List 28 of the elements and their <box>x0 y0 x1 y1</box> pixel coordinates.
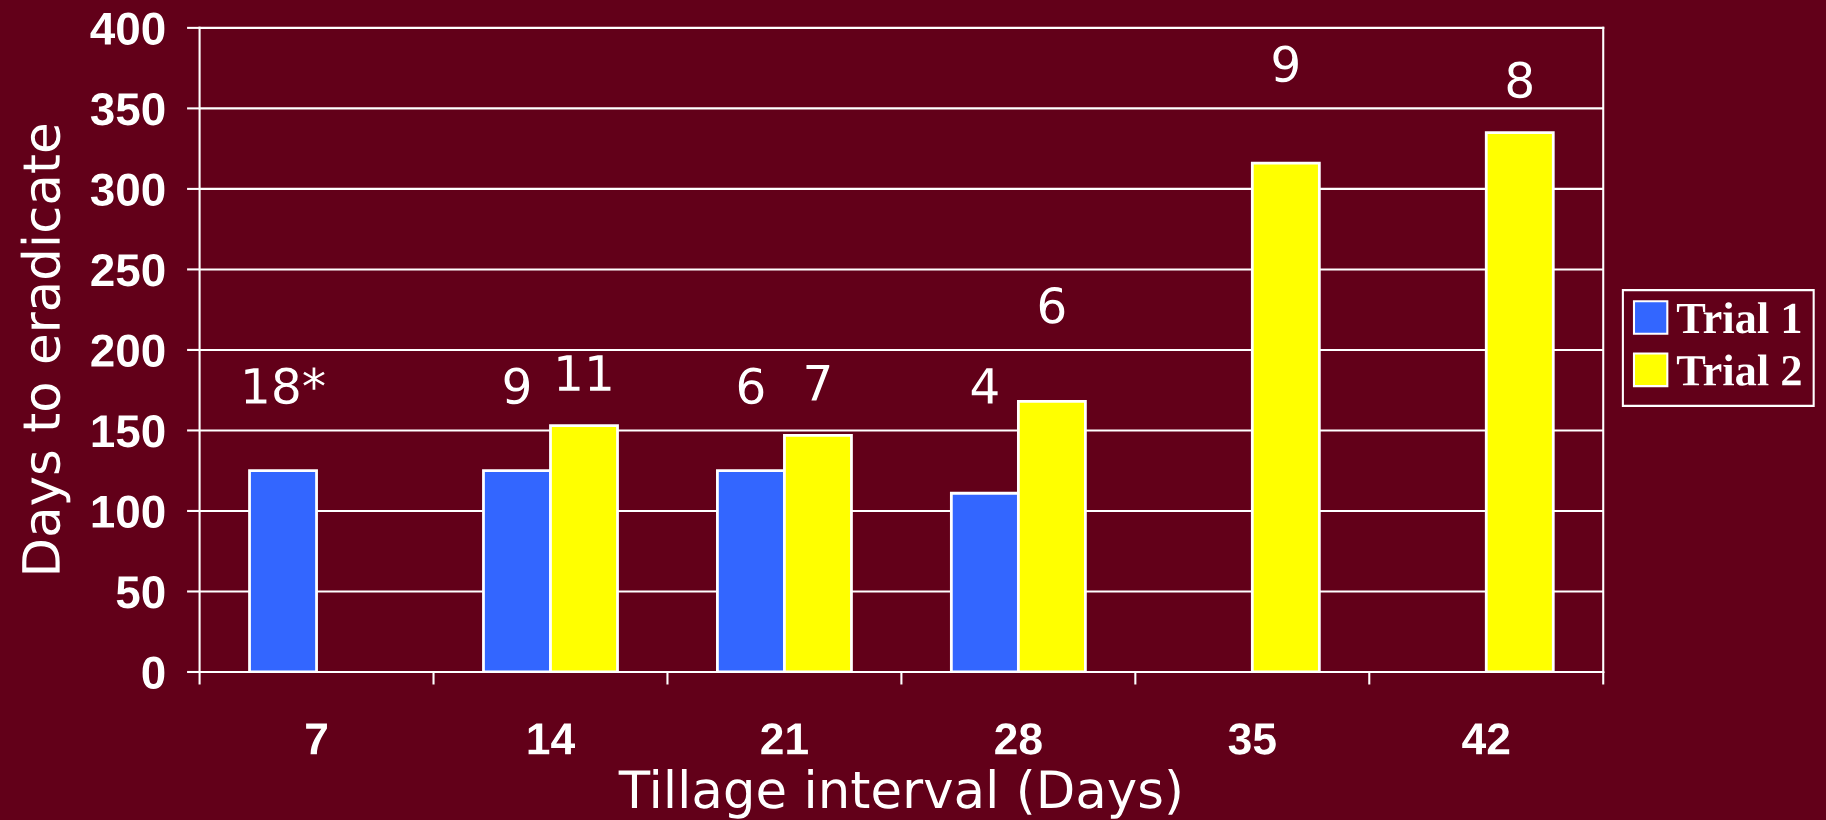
annotation: 4 <box>971 368 998 404</box>
y-tick-label: 400 <box>90 12 165 45</box>
annotation: 18* <box>245 367 325 405</box>
y-tick-label: 100 <box>92 495 165 529</box>
y-tick-label: 50 <box>116 576 165 609</box>
annotation: 8 <box>1507 61 1532 99</box>
annotation: 7 <box>806 364 830 401</box>
y-tick-label: 350 <box>90 93 165 126</box>
y-tick-label: 0 <box>142 656 165 690</box>
annotation: 6 <box>1039 287 1065 324</box>
x-tick-label: 35 <box>1228 723 1276 755</box>
legend-label: Trial 1 <box>1676 302 1801 334</box>
x-tick-label: 7 <box>306 723 327 755</box>
x-axis-title: Tillage interval (Days) <box>618 768 1180 819</box>
y-tick-label: 300 <box>90 173 165 207</box>
x-tick-label: 14 <box>528 723 575 755</box>
x-tick-label: 42 <box>1462 723 1510 755</box>
x-tick-label: 28 <box>995 723 1042 755</box>
y-tick-label: 250 <box>91 254 165 287</box>
annotation: 6 <box>738 367 764 405</box>
annotation: 9 <box>1273 45 1298 83</box>
y-tick-label: 200 <box>91 334 165 367</box>
y-tick-label: 150 <box>92 415 165 448</box>
legend-label: Trial 2 <box>1676 354 1801 386</box>
annotation: 9 <box>504 367 530 405</box>
x-tick-label: 21 <box>761 723 808 755</box>
annotation: 11 <box>558 355 611 391</box>
y-axis-title: Days to eradicate <box>20 125 71 573</box>
